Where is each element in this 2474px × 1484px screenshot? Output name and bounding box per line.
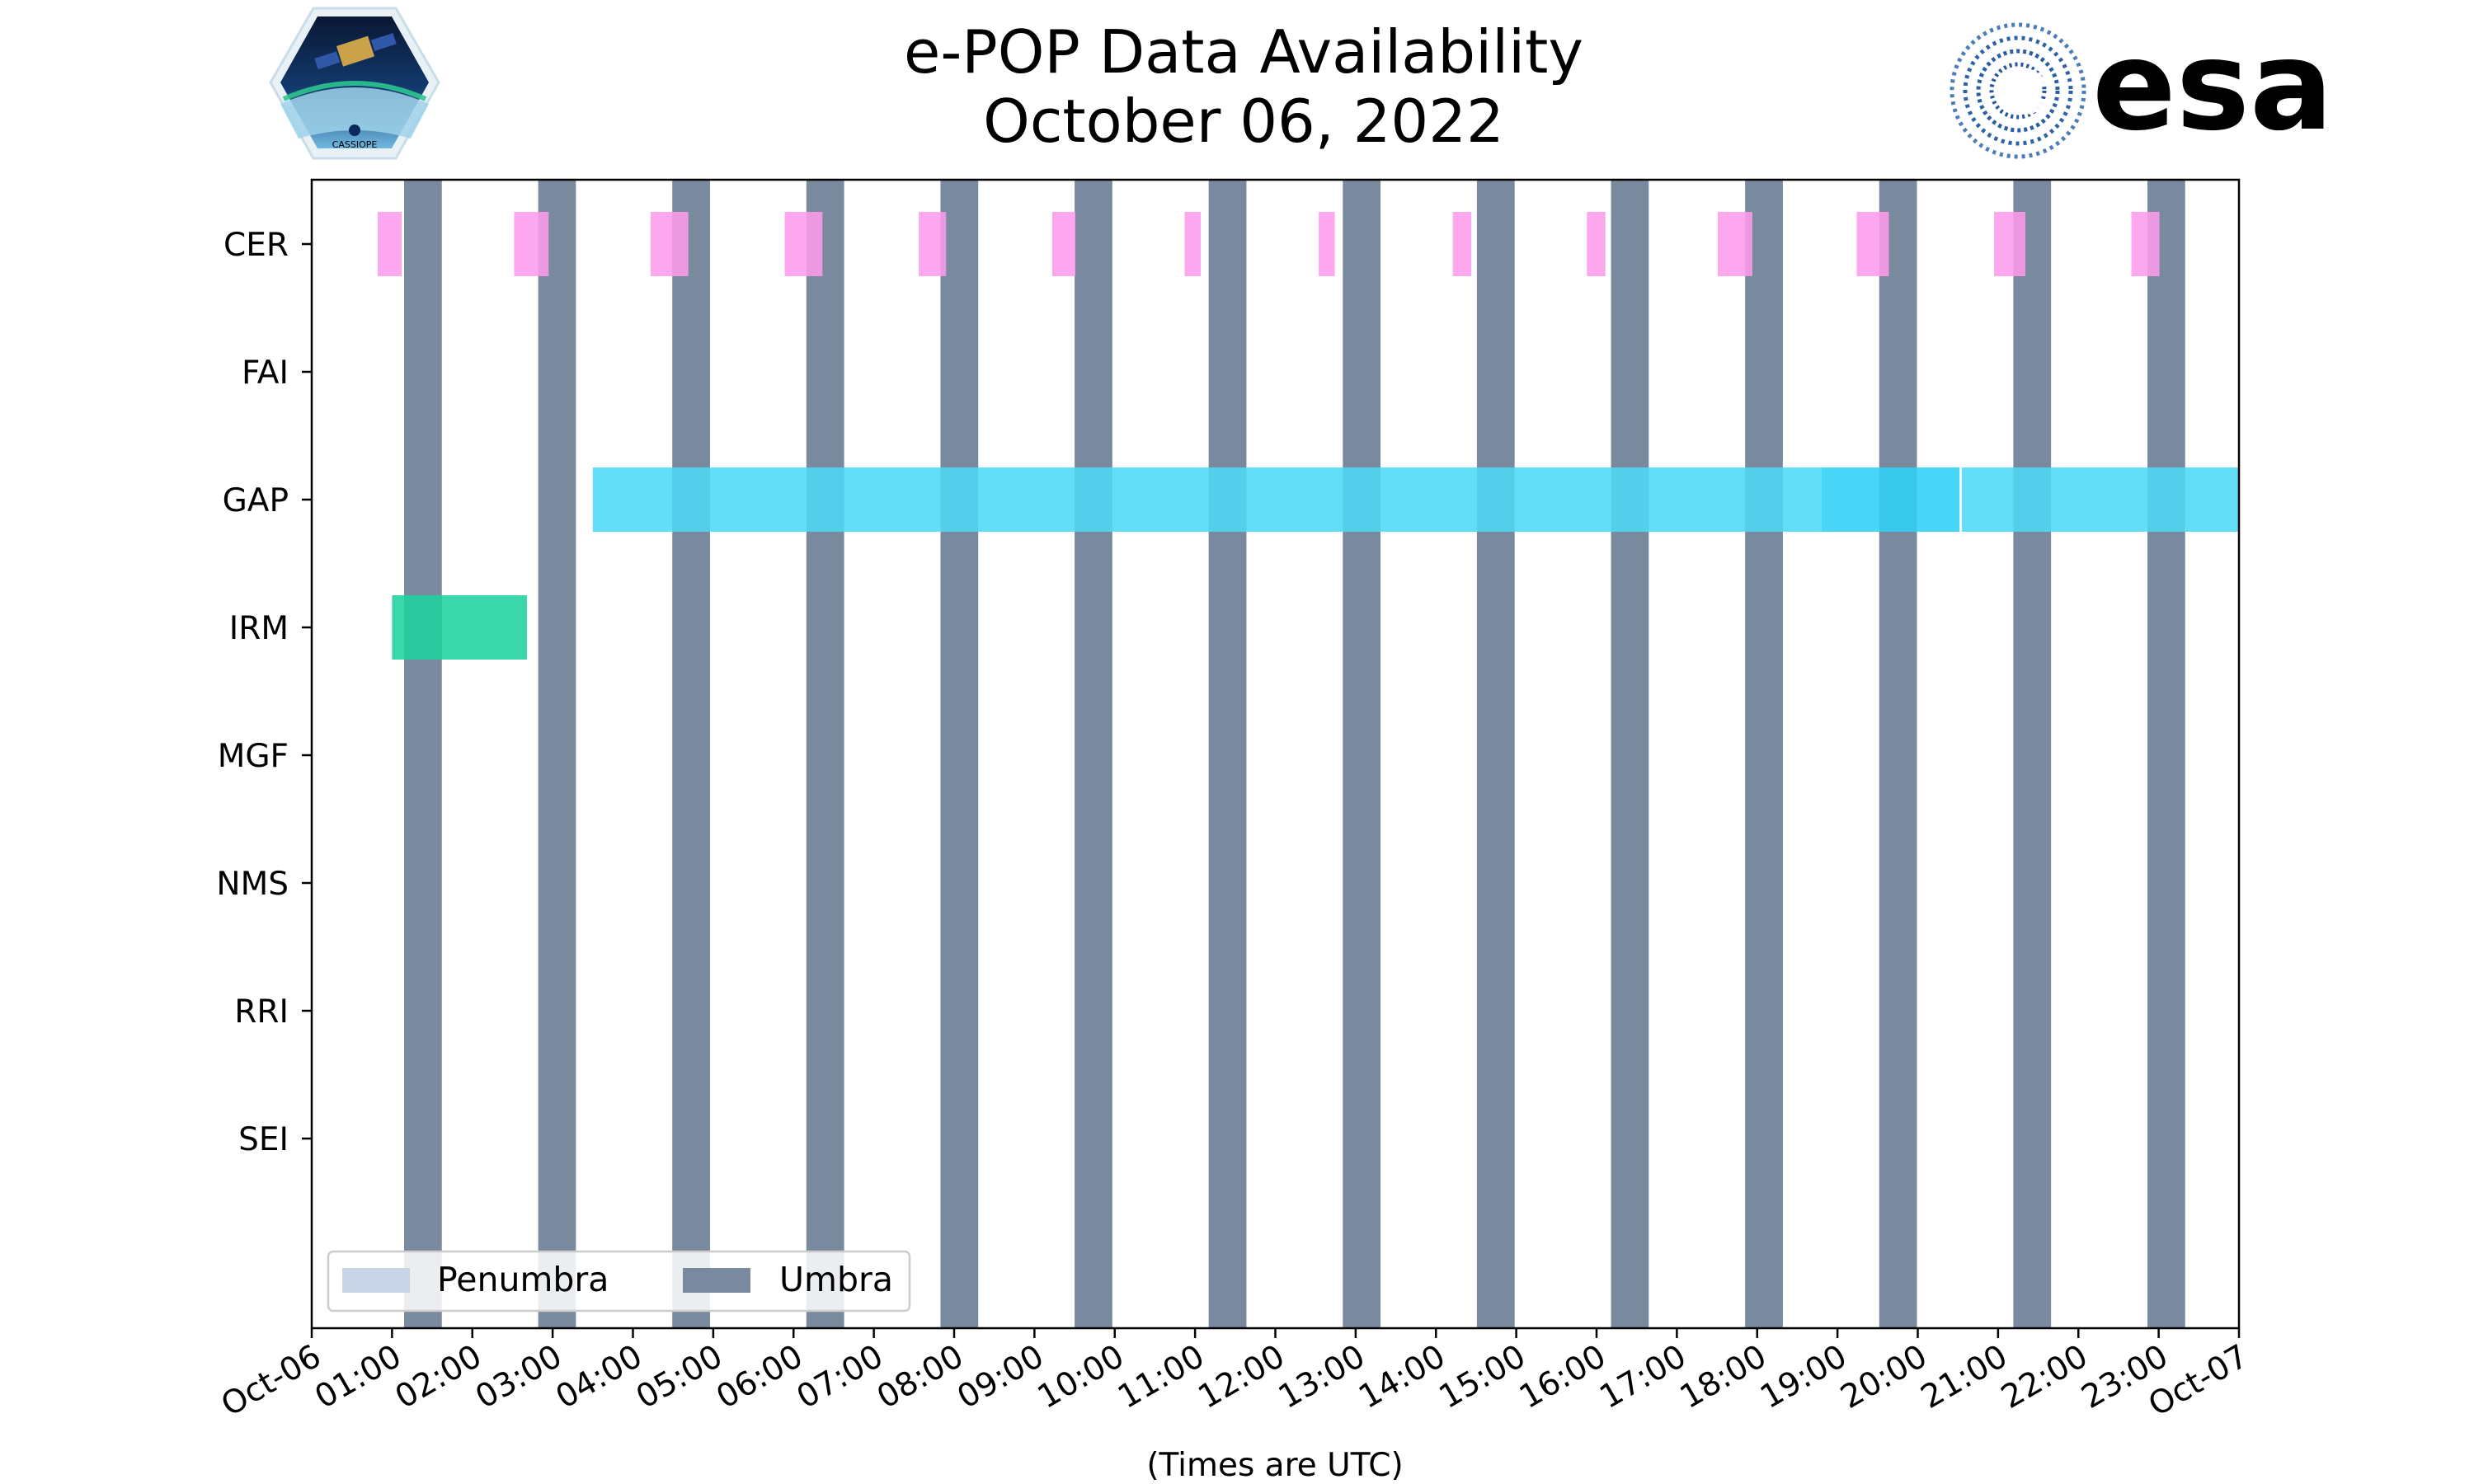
- legend-box: [327, 1250, 911, 1313]
- data-bar-cer-7: [1319, 212, 1335, 276]
- umbra-band-1: [538, 180, 576, 1328]
- x-tick-label-20: 20:00: [1835, 1338, 1934, 1416]
- data-bar-cer-13: [2131, 212, 2160, 276]
- esa-logo: esa: [1950, 15, 2333, 159]
- y-tick-label-cer: CER: [223, 227, 289, 264]
- data-bar-cer-10: [1718, 212, 1752, 276]
- y-tick-label-gap: GAP: [223, 482, 289, 519]
- chart-title: e-POP Data Availability: [904, 17, 1583, 87]
- y-tick-label-sei: SEI: [238, 1121, 289, 1158]
- umbra-band-12: [2013, 180, 2052, 1328]
- cassiope-logo-text: CASSIOPE: [332, 139, 378, 150]
- umbra-band-3: [806, 180, 844, 1328]
- x-tick-label-6: 06:00: [710, 1338, 809, 1416]
- x-tick-label-9: 09:00: [952, 1338, 1051, 1416]
- data-bar-gap-15: [1821, 467, 1960, 532]
- umbra-band-0: [403, 180, 442, 1328]
- esa-logo-mark: [1950, 22, 2086, 159]
- data-bar-cer-0: [377, 212, 402, 276]
- plot-area-frame: [310, 178, 2241, 1330]
- y-tick-label-nms: NMS: [216, 866, 289, 903]
- x-tick-label-8: 08:00: [871, 1338, 970, 1416]
- x-tick-label-7: 07:00: [791, 1338, 890, 1416]
- x-tick-label-19: 19:00: [1754, 1338, 1853, 1416]
- x-tick-label-10: 10:00: [1032, 1338, 1131, 1416]
- data-bar-cer-2: [650, 212, 689, 276]
- legend-swatch-umbra: [683, 1268, 750, 1293]
- x-tick-label-21: 21:00: [1915, 1338, 2014, 1416]
- x-tick-label-16: 16:00: [1513, 1338, 1612, 1416]
- x-tick-label-4: 04:00: [550, 1338, 649, 1416]
- umbra-band-10: [1745, 180, 1783, 1328]
- data-bar-cer-11: [1856, 212, 1889, 276]
- x-tick-label-1: 01:00: [309, 1338, 408, 1416]
- umbra-band-2: [672, 180, 710, 1328]
- y-tick-label-fai: FAI: [242, 355, 289, 392]
- data-bar-gap-14: [592, 467, 1822, 532]
- x-tick-label-15: 15:00: [1433, 1338, 1532, 1416]
- data-bar-cer-12: [1994, 212, 2025, 276]
- umbra-band-11: [1879, 180, 1917, 1328]
- x-tick-label-5: 05:00: [630, 1338, 729, 1416]
- data-bar-cer-6: [1184, 212, 1201, 276]
- data-bar-cer-1: [514, 212, 549, 276]
- y-tick-label-rri: RRI: [234, 993, 289, 1031]
- x-tick-label-0: Oct-06: [215, 1338, 327, 1425]
- x-axis-ticks: Oct-0601:0002:0003:0004:0005:0006:0007:0…: [215, 1328, 2255, 1424]
- umbra-band-6: [1208, 180, 1247, 1328]
- legend-swatch-penumbra: [342, 1268, 410, 1293]
- umbra-band-4: [940, 180, 979, 1328]
- x-tick-label-18: 18:00: [1674, 1338, 1773, 1416]
- x-tick-label-3: 03:00: [469, 1338, 568, 1416]
- x-axis-label: (Times are UTC): [1146, 1447, 1403, 1484]
- instrument-data-bars: [377, 212, 2239, 660]
- x-tick-label-12: 12:00: [1192, 1338, 1291, 1416]
- umbra-bands: [403, 180, 2185, 1328]
- chart-subtitle: October 06, 2022: [983, 87, 1504, 156]
- data-bar-cer-5: [1051, 212, 1076, 276]
- x-tick-label-11: 11:00: [1112, 1338, 1211, 1416]
- data-bar-gap-16: [1962, 467, 2239, 532]
- esa-wordmark: esa: [2092, 15, 2333, 158]
- data-bar-cer-3: [784, 212, 823, 276]
- y-tick-label-irm: IRM: [229, 610, 289, 647]
- x-tick-label-14: 14:00: [1352, 1338, 1451, 1416]
- umbra-band-7: [1343, 180, 1381, 1328]
- umbra-band-5: [1075, 180, 1112, 1328]
- umbra-band-13: [2147, 180, 2185, 1328]
- y-tick-label-mgf: MGF: [218, 738, 289, 775]
- x-tick-label-22: 22:00: [1995, 1338, 2094, 1416]
- y-axis-ticks: CER FAI GAP IRM MGF NMS RRI SEI: [216, 227, 312, 1158]
- x-tick-label-13: 13:00: [1272, 1338, 1371, 1416]
- umbra-band-8: [1476, 180, 1515, 1328]
- x-tick-label-2: 02:00: [389, 1338, 488, 1416]
- umbra-band-9: [1611, 180, 1649, 1328]
- data-bar-cer-9: [1587, 212, 1606, 276]
- data-bar-cer-4: [919, 212, 947, 276]
- legend-label-umbra: Umbra: [779, 1260, 893, 1299]
- cassiope-mission-logo: CASSIOPE: [269, 7, 440, 160]
- legend-label-penumbra: Penumbra: [437, 1260, 609, 1299]
- legend: Penumbra Umbra: [327, 1250, 911, 1313]
- x-tick-label-17: 17:00: [1594, 1338, 1693, 1416]
- data-bar-cer-8: [1452, 212, 1472, 276]
- data-bar-irm-17: [392, 595, 527, 660]
